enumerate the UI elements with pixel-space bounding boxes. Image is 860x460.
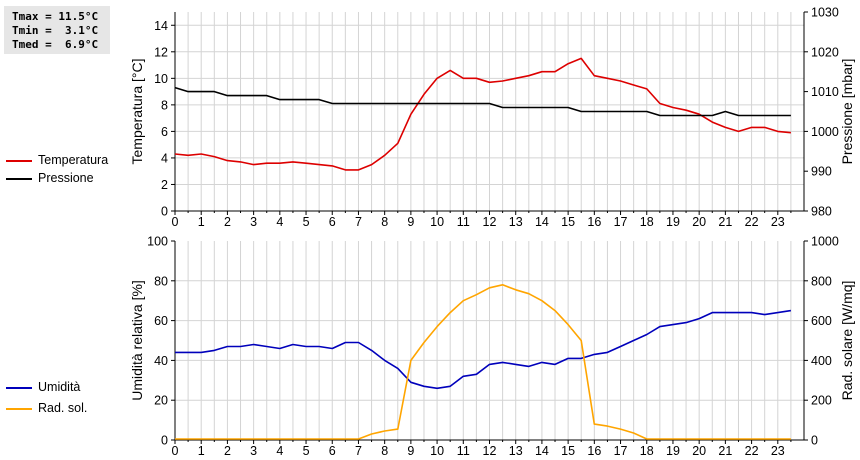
humidity-radiation-y-left-tick-label: 60 <box>154 314 168 328</box>
humidity-radiation-y-left-tick-label: 20 <box>154 394 168 408</box>
humidity-radiation-x-tick-label: 4 <box>276 444 283 458</box>
humidity-radiation-x-tick-label: 8 <box>381 444 388 458</box>
humidity-radiation-x-tick-label: 2 <box>224 444 231 458</box>
temp-pressure-y-left-title: Temperatura [°C] <box>129 59 145 165</box>
temp-pressure-x-tick-label: 13 <box>509 215 523 229</box>
humidity-radiation-y-right-title: Rad. solare [W/mq] <box>839 281 855 401</box>
humidity-radiation-y-left-tick-label: 80 <box>154 274 168 288</box>
temp-pressure-x-tick-label: 1 <box>198 215 205 229</box>
legend-humidity-label: Umidità <box>38 380 81 394</box>
temp-pressure-y-right-tick-label: 980 <box>811 205 832 219</box>
humidity-radiation-y-right-tick-label: 1000 <box>811 235 839 249</box>
temp-pressure-series-temperatura-line <box>174 57 791 171</box>
humidity-radiation-x-tick-label: 20 <box>692 444 706 458</box>
temp-pressure-series-pressione-line <box>174 86 791 117</box>
temp-pressure-y-left-tick-label: 14 <box>154 19 168 33</box>
humidity-radiation-x-tick-label: 13 <box>509 444 523 458</box>
temp-pressure-x-tick-label: 5 <box>303 215 310 229</box>
humidity-radiation-x-tick-label: 11 <box>457 444 470 458</box>
temp-pressure-x-tick-label: 15 <box>561 215 575 229</box>
temp-pressure-x-tick-label: 20 <box>692 215 706 229</box>
humidity-radiation-y-left-tick-label: 100 <box>147 235 168 249</box>
temp-pressure-x-tick-label: 10 <box>430 215 444 229</box>
temp-pressure-x-tick-label: 11 <box>457 215 470 229</box>
temp-pressure-x-tick-label: 8 <box>381 215 388 229</box>
temp-pressure-y-left-tick-label: 6 <box>161 125 168 139</box>
humidity-radiation-x-tick-label: 6 <box>329 444 336 458</box>
temp-pressure-x-tick-label: 23 <box>771 215 785 229</box>
humidity-radiation-y-right-tick-label: 800 <box>811 274 832 288</box>
humidity-radiation-x-tick-label: 7 <box>355 444 362 458</box>
legend-pressure-label: Pressione <box>38 171 94 185</box>
temp-pressure-x-tick-label: 6 <box>329 215 336 229</box>
humidity-radiation-x-tick-label: 9 <box>407 444 414 458</box>
temp-pressure-y-right-tick-label: 1020 <box>811 45 839 59</box>
humidity-radiation-y-left-title: Umidità relativa [%] <box>129 280 145 401</box>
humidity-radiation-x-tick-label: 10 <box>430 444 444 458</box>
humidity-radiation-x-tick-label: 16 <box>587 444 601 458</box>
humidity-radiation-x-tick-label: 19 <box>666 444 680 458</box>
legend-pressure-swatch <box>6 178 32 180</box>
humidity-radiation-x-tick-label: 3 <box>250 444 257 458</box>
temp-pressure-x-tick-label: 7 <box>355 215 362 229</box>
humidity-radiation-series-rad-sol-line <box>175 283 791 440</box>
temp-pressure-x-tick-label: 19 <box>666 215 680 229</box>
temp-pressure-y-left-tick-label: 8 <box>161 98 168 112</box>
humidity-radiation-y-right-tick-label: 400 <box>811 354 832 368</box>
temp-pressure-x-tick-label: 0 <box>172 215 179 229</box>
humidity-radiation-x-tick-label: 12 <box>483 444 497 458</box>
humidity-radiation-y-left-tick-label: 0 <box>161 434 168 448</box>
humidity-radiation-x-tick-label: 1 <box>198 444 205 458</box>
temp-pressure-y-right-tick-label: 1000 <box>811 125 839 139</box>
temp-pressure-y-left-tick-label: 12 <box>154 45 168 59</box>
temp-pressure-x-tick-label: 22 <box>745 215 759 229</box>
temp-pressure-x-tick-label: 21 <box>718 215 732 229</box>
temp-pressure-x-tick-label: 16 <box>587 215 601 229</box>
temp-pressure-x-tick-label: 4 <box>276 215 283 229</box>
temp-pressure-x-tick-label: 14 <box>535 215 549 229</box>
temp-pressure-y-right-tick-label: 1010 <box>811 85 839 99</box>
temp-pressure-y-right-tick-label: 990 <box>811 165 832 179</box>
temp-pressure-x-tick-label: 18 <box>640 215 654 229</box>
temp-pressure-x-tick-label: 17 <box>614 215 628 229</box>
humidity-radiation-x-tick-label: 15 <box>561 444 575 458</box>
humidity-radiation-x-tick-label: 21 <box>718 444 732 458</box>
temp-pressure-x-tick-label: 12 <box>483 215 497 229</box>
humidity-radiation-x-tick-label: 5 <box>303 444 310 458</box>
temp-pressure-y-left-tick-label: 4 <box>161 151 168 165</box>
temp-pressure-x-tick-label: 3 <box>250 215 257 229</box>
humidity-radiation-series-umidit-line <box>175 309 792 390</box>
stats-box: Tmax = 11.5°C Tmin = 3.1°C Tmed = 6.9°C <box>4 6 110 54</box>
legend-humidity-swatch <box>6 387 32 389</box>
humidity-radiation-y-left-tick-label: 40 <box>154 354 168 368</box>
temp-pressure-y-right-title: Pressione [mbar] <box>839 59 855 165</box>
temp-pressure-x-tick-label: 2 <box>224 215 231 229</box>
temp-pressure-y-left-tick-label: 10 <box>154 72 168 86</box>
humidity-radiation-x-tick-label: 0 <box>172 444 179 458</box>
humidity-radiation-x-tick-label: 23 <box>771 444 785 458</box>
humidity-radiation-y-right-tick-label: 0 <box>811 434 818 448</box>
humidity-radiation-y-right-tick-label: 600 <box>811 314 832 328</box>
temp-pressure-x-tick-label: 9 <box>407 215 414 229</box>
humidity-radiation-x-tick-label: 22 <box>745 444 759 458</box>
temp-pressure-y-right-tick-label: 1030 <box>811 6 839 20</box>
temp-pressure-y-left-tick-label: 2 <box>161 178 168 192</box>
tmax-stat: Tmax = 11.5°C <box>12 10 99 23</box>
legend-temperature-swatch <box>6 160 32 162</box>
humidity-radiation-x-tick-label: 14 <box>535 444 549 458</box>
tmin-stat: Tmin = 3.1°C <box>12 24 99 37</box>
legend-radiation-label: Rad. sol. <box>38 401 88 415</box>
temp-pressure-y-left-tick-label: 0 <box>161 205 168 219</box>
humidity-radiation-y-right-tick-label: 200 <box>811 394 832 408</box>
legend-radiation-swatch <box>6 408 32 410</box>
humidity-radiation-x-tick-label: 18 <box>640 444 654 458</box>
humidity-radiation-x-tick-label: 17 <box>614 444 628 458</box>
tmed-stat: Tmed = 6.9°C <box>12 38 99 51</box>
legend-temperature-label: Temperatura <box>38 153 109 167</box>
